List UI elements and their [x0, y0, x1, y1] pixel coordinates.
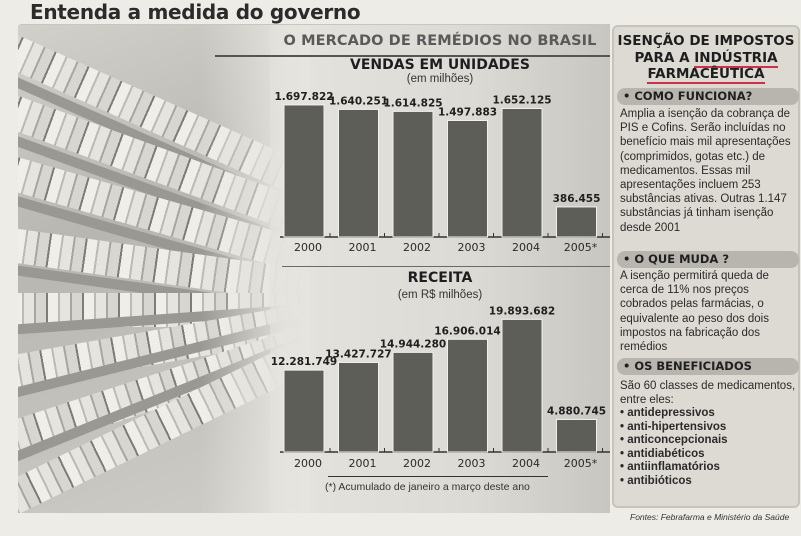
beneficiaries-intro: São 60 classes de medicamentos, entre el… — [620, 380, 796, 407]
list-item: antiinflamatórios — [620, 461, 798, 475]
infographic-title: O MERCADO DE REMÉDIOS NO BRASIL — [283, 33, 597, 49]
revenue-value-label: 4.880.745 — [547, 405, 606, 417]
sales-chart-title: VENDAS EM UNIDADES — [350, 57, 530, 73]
revenue-bar-2001 — [338, 361, 379, 453]
sidebar-title-highlight-2: FARMACÊUTICA — [647, 66, 765, 84]
sales-bar-chart: 1.697.822 2000 1.640.251 2001 1.614.825 2002 1… — [274, 91, 610, 254]
sales-value-label: 1.640.251 — [329, 95, 388, 107]
list-item: anti-hipertensivos — [620, 421, 798, 435]
sales-value-label: 1.652.125 — [492, 95, 551, 107]
revenue-bar-chart: 12.281.749 2000 13.427.727 2001 14.944.280 20… — [271, 305, 610, 470]
sales-bar-2005* — [556, 206, 597, 238]
revenue-category-label: 2002 — [403, 457, 431, 470]
sales-bar-2002 — [392, 110, 434, 238]
section-body-what-changes: A isenção permitirá queda de cerca de 11… — [620, 270, 769, 354]
revenue-bar-2002 — [392, 351, 434, 453]
revenue-bar-2000 — [283, 369, 325, 453]
revenue-category-label: 2000 — [294, 457, 322, 470]
footnote-rule — [328, 476, 548, 477]
sales-bar-2001 — [338, 108, 379, 238]
page-headline: Entenda a medida do governo — [30, 0, 361, 24]
revenue-category-label: 2004 — [512, 457, 540, 470]
revenue-value-label: 12.281.749 — [271, 356, 337, 368]
list-item: antidepressivos — [620, 407, 798, 421]
revenue-bar-2003 — [447, 338, 488, 453]
revenue-value-label: 13.427.727 — [325, 348, 391, 360]
revenue-value-label: 19.893.682 — [489, 305, 555, 317]
list-item: antidiabéticos — [620, 448, 798, 462]
title-rule — [215, 55, 610, 57]
section-heading-beneficiaries: • OS BENEFICIADOS — [617, 358, 799, 375]
sales-category-label: 2002 — [403, 241, 431, 254]
sidebar-title-prefix: PARA A — [634, 49, 695, 66]
sales-value-label: 1.697.822 — [274, 91, 333, 103]
section-heading-what-changes: • O QUE MUDA ? — [617, 251, 799, 268]
section-heading-how-it-works: • COMO FUNCIONA? — [617, 88, 799, 105]
sales-value-label: 386.455 — [553, 193, 601, 205]
sidebar-title-line-2: PARA A INDÚSTRIA — [612, 49, 800, 68]
revenue-category-label: 2003 — [458, 457, 486, 470]
footnote: (*) Acumulado de janeiro a março deste a… — [325, 481, 530, 493]
section-body-how-it-works: Amplia a isenção da cobrança de PIS e Co… — [620, 108, 791, 234]
sales-bar-2004 — [501, 108, 543, 238]
sales-category-label: 2004 — [512, 241, 540, 254]
sales-value-label: 1.497.883 — [438, 106, 497, 118]
sales-category-label: 2000 — [294, 241, 322, 254]
revenue-category-label: 2001 — [349, 457, 377, 470]
revenue-bar-2005* — [556, 418, 597, 453]
sales-chart-unit: (em milhões) — [406, 73, 474, 85]
revenue-bar-2004 — [501, 318, 543, 453]
revenue-category-label: 2005* — [564, 457, 598, 470]
sales-bar-2003 — [447, 119, 488, 238]
sidebar-title-highlight: INDÚSTRIA — [694, 49, 778, 68]
chart-panel-background — [270, 25, 610, 513]
chart-divider — [282, 266, 610, 267]
sources-credit: Fontes: Febrafarma e Ministério da Saúde — [630, 512, 790, 522]
sales-category-label: 2005* — [564, 241, 598, 254]
sales-bar-2000 — [283, 104, 325, 238]
headline-divider — [20, 24, 610, 25]
sidebar-title: ISENÇÃO DE IMPOSTOS PARA A INDÚSTRIA FAR… — [612, 33, 800, 84]
revenue-chart-unit: (em R$ milhões) — [397, 289, 483, 301]
medicine-class-list: antidepressivos anti-hipertensivos antic… — [620, 407, 798, 488]
list-item: antibióticos — [620, 475, 798, 489]
list-item: anticoncepcionais — [620, 434, 798, 448]
sales-category-label: 2001 — [349, 241, 377, 254]
sidebar-title-line-3: FARMACÊUTICA — [612, 66, 800, 84]
revenue-value-label: 16.906.014 — [434, 325, 500, 337]
sales-category-label: 2003 — [458, 241, 486, 254]
revenue-value-label: 14.944.280 — [380, 338, 446, 350]
sales-value-label: 1.614.825 — [383, 97, 442, 109]
section-body-beneficiaries: São 60 classes de medicamentos, entre el… — [620, 379, 798, 488]
revenue-chart-title: RECEITA — [407, 270, 473, 286]
sidebar-title-line-1: ISENÇÃO DE IMPOSTOS — [617, 33, 795, 49]
